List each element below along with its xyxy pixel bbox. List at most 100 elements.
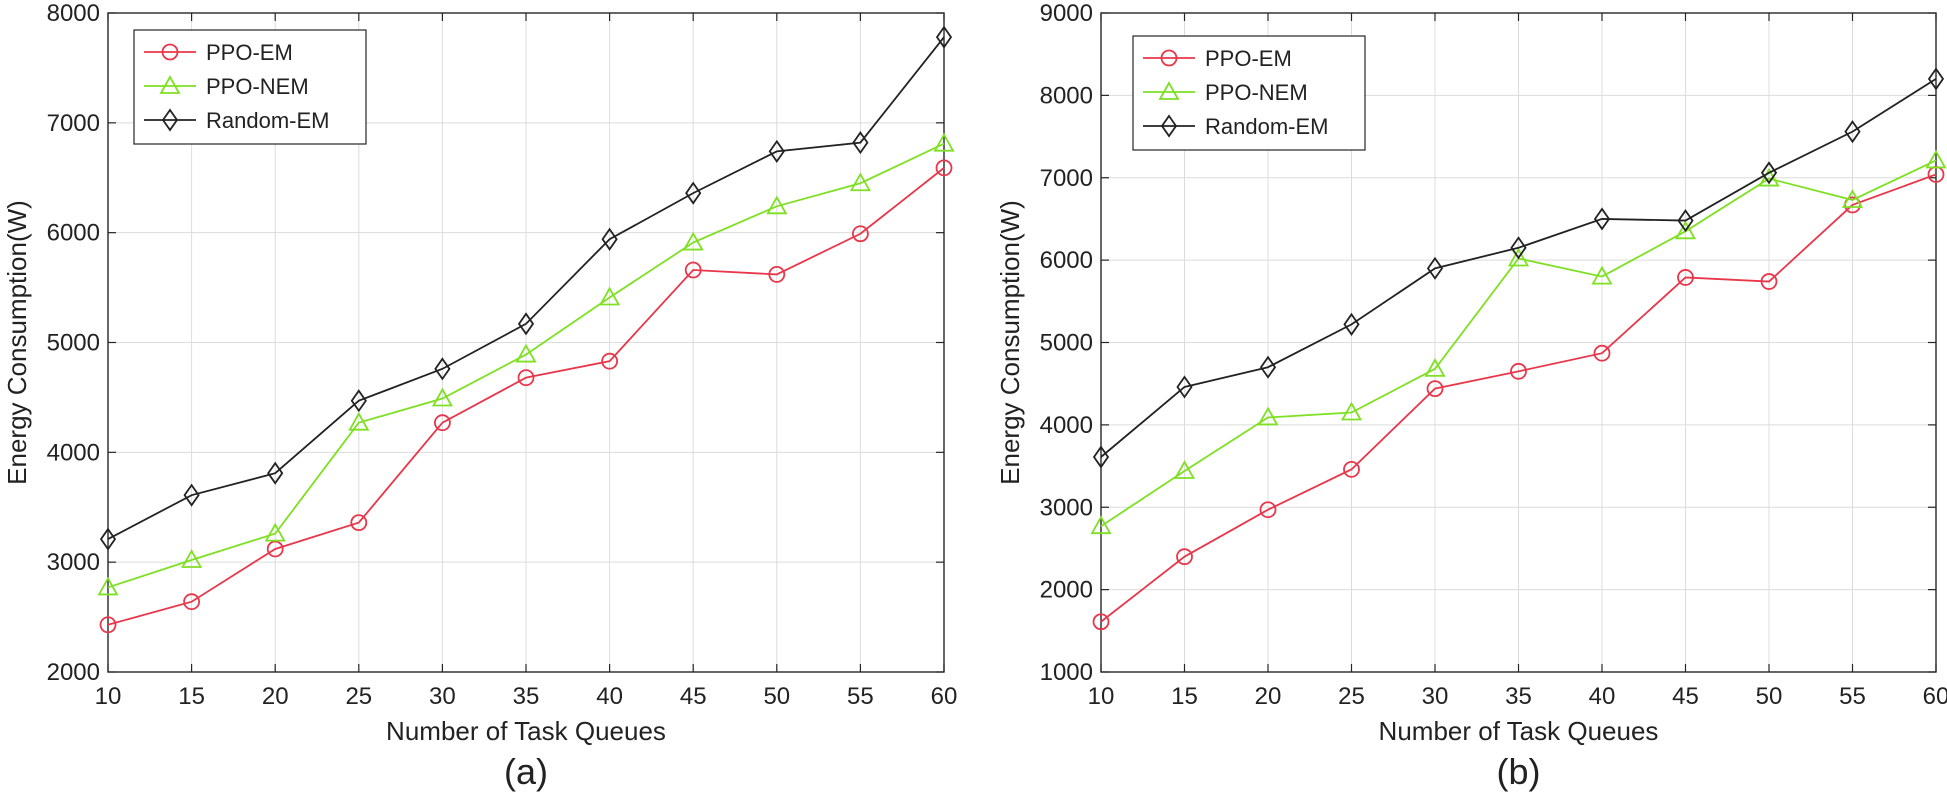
- x-tick-label: 40: [1589, 683, 1616, 710]
- data-point-ppo-nem: [97, 576, 119, 596]
- y-tick-label: 4000: [1040, 412, 1093, 439]
- data-point-ppo-em: [768, 266, 786, 283]
- data-point-ppo-nem: [1340, 401, 1363, 421]
- series-line-ppo-nem: [107, 142, 945, 589]
- x-tick-label: 55: [1839, 683, 1866, 710]
- data-point-random-em: [1844, 120, 1861, 144]
- data-point-random-em: [1092, 445, 1110, 469]
- data-point-ppo-em: [1760, 273, 1778, 290]
- x-tick-label: 15: [1171, 683, 1198, 710]
- legend-marker: [161, 108, 179, 132]
- y-tick-label: 6000: [1040, 247, 1093, 274]
- data-point-ppo-nem: [1591, 265, 1613, 285]
- data-point-ppo-em: [601, 352, 618, 370]
- data-point-ppo-nem: [1507, 247, 1530, 267]
- data-point-random-em: [601, 227, 618, 251]
- x-tick-label: 30: [429, 683, 456, 710]
- series-line-random-em: [107, 36, 945, 540]
- chart-a: 10 15 20 25 30 35 40 45 50 55 60 2000 3000 4000 5000 60…: [2, 0, 957, 792]
- data-point-random-em: [183, 483, 200, 507]
- data-point-ppo-nem: [766, 195, 788, 215]
- legend-label: Random-EM: [206, 108, 329, 133]
- data-point-ppo-em: [1510, 362, 1527, 380]
- x-tick-label: 45: [1672, 683, 1699, 710]
- data-point-random-em: [267, 461, 284, 485]
- y-tick-label: 5000: [47, 330, 100, 357]
- data-point-random-em: [1927, 67, 1945, 91]
- data-point-ppo-nem: [849, 172, 871, 192]
- legend-label: PPO-NEM: [1205, 80, 1308, 105]
- x-tick-label: 20: [262, 683, 289, 710]
- x-tick-label: 60: [931, 683, 958, 710]
- y-tick-label: 3000: [1040, 494, 1093, 521]
- y-tick-label: 2000: [47, 659, 100, 686]
- series-line-ppo-em: [107, 167, 945, 626]
- x-tick-label: 50: [1756, 683, 1783, 710]
- data-point-ppo-em: [350, 514, 368, 532]
- data-point-random-em: [1593, 207, 1611, 231]
- chart-caption: (a): [504, 751, 548, 792]
- y-tick-label: 4000: [47, 439, 100, 466]
- data-point-random-em: [1426, 256, 1444, 280]
- x-tick-label: 30: [1422, 683, 1449, 710]
- data-point-ppo-nem: [1257, 406, 1279, 426]
- data-point-ppo-em: [433, 414, 451, 432]
- data-point-random-em: [1343, 312, 1360, 336]
- data-point-ppo-nem: [264, 522, 286, 542]
- data-point-random-em: [1677, 209, 1694, 233]
- legend-marker: [1158, 81, 1180, 100]
- legend: PPO-EM PPO-NEM Random-EM: [133, 29, 367, 145]
- data-point-random-em: [935, 25, 953, 49]
- data-point-ppo-em: [935, 159, 953, 177]
- y-tick-label: 7000: [1040, 165, 1093, 192]
- chart-caption: (b): [1497, 751, 1541, 792]
- data-point-random-em: [1259, 355, 1277, 379]
- y-tick-label: 1000: [1040, 659, 1093, 686]
- x-tick-label: 45: [680, 683, 707, 710]
- data-point-ppo-em: [1677, 269, 1694, 286]
- data-point-ppo-em: [517, 369, 535, 387]
- data-point-random-em: [768, 139, 785, 163]
- data-point-ppo-nem: [348, 411, 370, 431]
- data-point-ppo-em: [684, 261, 702, 279]
- x-tick-label: 25: [1338, 683, 1365, 710]
- y-tick-label: 2000: [1040, 577, 1093, 604]
- x-tick-label: 10: [1088, 683, 1115, 710]
- x-tick-label: 15: [178, 683, 205, 710]
- data-point-random-em: [1510, 236, 1527, 260]
- data-point-ppo-em: [1259, 501, 1277, 519]
- data-point-ppo-nem: [1674, 220, 1697, 240]
- x-tick-label: 35: [513, 683, 540, 710]
- y-tick-label: 3000: [47, 549, 100, 576]
- data-point-ppo-nem: [1841, 189, 1864, 208]
- x-tick-label: 60: [1923, 683, 1947, 710]
- x-axis-label: Number of Task Queues: [386, 716, 666, 746]
- y-axis-label: Energy Consumption(W): [2, 200, 32, 485]
- legend-label: PPO-EM: [206, 40, 293, 65]
- x-axis-label: Number of Task Queues: [1379, 716, 1659, 746]
- x-tick-label: 35: [1505, 683, 1532, 710]
- data-point-random-em: [852, 131, 869, 155]
- data-point-random-em: [99, 527, 117, 551]
- legend-marker: [1160, 114, 1178, 138]
- series-line-random-em: [1100, 78, 1937, 458]
- data-point-ppo-nem: [515, 343, 537, 363]
- legend: PPO-EM PPO-NEM Random-EM: [1132, 35, 1366, 151]
- chart-b: 10 15 20 25 30 35 40 45 50 55 60 1000 2000 3000 4000 50…: [995, 0, 1947, 792]
- data-point-ppo-nem: [1925, 149, 1947, 169]
- y-tick-label: 5000: [1040, 330, 1093, 357]
- legend-marker: [159, 75, 181, 94]
- x-tick-label: 50: [763, 683, 790, 710]
- data-point-ppo-nem: [431, 387, 453, 407]
- y-tick-label: 7000: [47, 110, 100, 137]
- data-point-ppo-em: [183, 593, 201, 611]
- data-point-ppo-em: [1426, 380, 1444, 398]
- x-tick-label: 25: [345, 683, 372, 710]
- y-axis-label: Energy Consumption(W): [995, 200, 1025, 485]
- data-point-ppo-nem: [682, 231, 704, 251]
- data-point-random-em: [517, 312, 535, 336]
- data-point-random-em: [1760, 161, 1778, 185]
- x-tick-label: 40: [596, 683, 623, 710]
- legend-label: PPO-NEM: [206, 74, 309, 99]
- data-point-random-em: [350, 389, 367, 413]
